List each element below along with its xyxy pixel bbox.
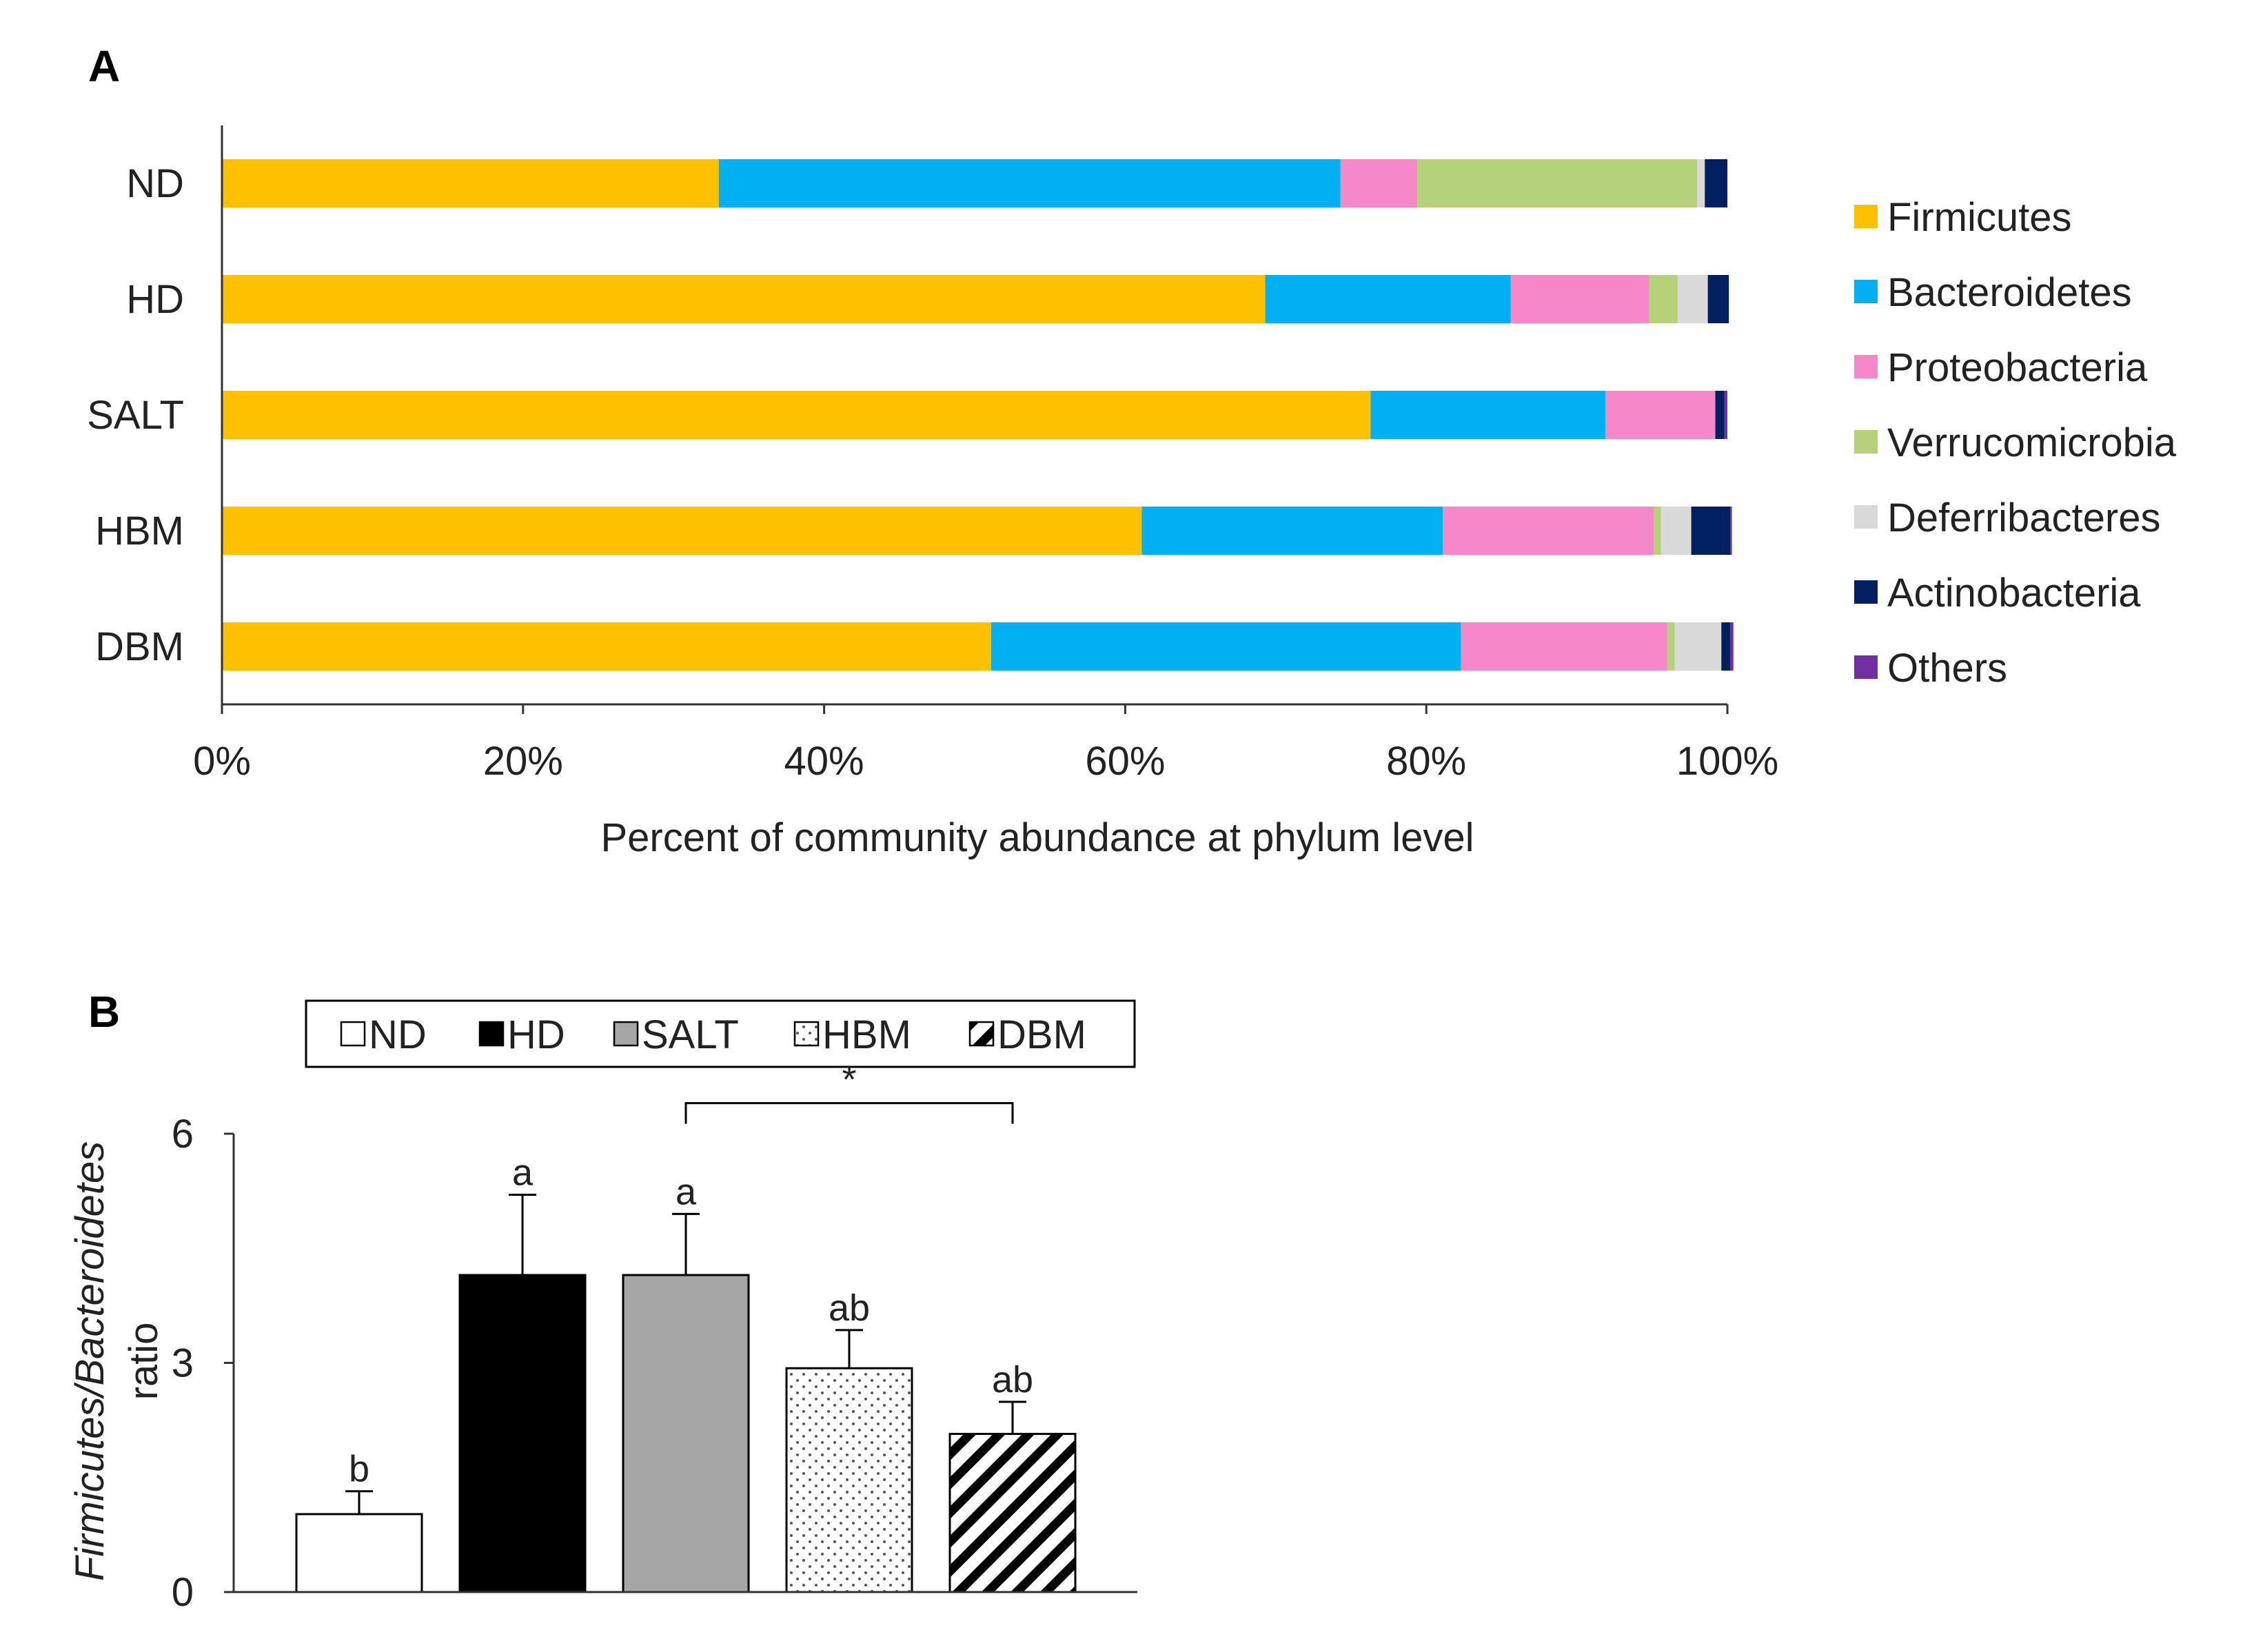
legend-label-firmicutes: Firmicutes: [1887, 195, 2071, 240]
legend-swatch-proteobacteria: [1854, 355, 1878, 378]
panel-b-y-ticks: 0 3 6: [172, 1112, 234, 1615]
legend-swatch-salt: [613, 1021, 639, 1047]
legend-swatch-actinobacteria: [1854, 580, 1878, 604]
panel-b-chart: ND HD SALT HBM DBM b a a ab ab 0 3 6 Firmicutes/Ba…: [68, 999, 1137, 1615]
bar-nd-firmicutes: [222, 159, 719, 207]
bar-salt-others: [1724, 391, 1727, 439]
panel-b-significance-bracket: *: [684, 1059, 1014, 1124]
x-tick-label-100: 100%: [1676, 739, 1778, 784]
y-tick-label-3: 3: [172, 1341, 194, 1386]
panel-b-legend-box: [305, 999, 1136, 1068]
bar-dbm-others: [1730, 622, 1734, 671]
legend-swatch-verrucomicrobia: [1854, 430, 1878, 453]
bar-salt-proteobacteria: [1605, 391, 1716, 439]
bar-hbm-bacteroidetes: [1141, 507, 1443, 555]
legend-swatch-hbm: [793, 1021, 820, 1047]
y-tick-label-0: 0: [172, 1570, 194, 1615]
x-tick-label-60: 60%: [1085, 739, 1165, 784]
panel-a-legend: Firmicutes Bacteroidetes Proteobacteria Ver…: [1854, 195, 2177, 691]
legend-label-bacteroidetes: Bacteroidetes: [1887, 270, 2132, 315]
legend-swatch-bacteroidetes: [1854, 280, 1878, 303]
bar-hbm-proteobacteria: [1443, 507, 1654, 555]
panel-b-y-axis-title-italic: Firmicutes/Bacteroidetes: [68, 1141, 112, 1581]
x-tick-label-40: 40%: [784, 739, 864, 784]
bar-hbm-actinobacteria: [1691, 507, 1731, 555]
letter-hbm: ab: [829, 1287, 870, 1329]
bar-salt-firmicutes: [222, 391, 1371, 439]
legend-label-actinobacteria: Actinobacteria: [1887, 571, 2141, 615]
category-label-nd: ND: [126, 161, 184, 206]
bar-nd-proteobacteria: [1340, 159, 1418, 207]
legend-label-deferribacteres: Deferribacteres: [1887, 496, 2160, 540]
letter-dbm: ab: [992, 1359, 1033, 1400]
bar-hd-deferribacteres: [1677, 275, 1708, 323]
bar-hbm-verrucomicrobia: [1653, 507, 1661, 555]
panel-b-legend: ND HD SALT HBM DBM: [340, 1012, 1086, 1057]
letter-hd: a: [512, 1152, 534, 1194]
bar-dbm: [948, 1433, 1077, 1593]
bar-salt: [622, 1274, 750, 1593]
bar-hd: [458, 1274, 587, 1593]
legend-label-proteobacteria: Proteobacteria: [1887, 345, 2148, 390]
category-label-hd: HD: [126, 277, 184, 322]
category-label-hbm: HBM: [95, 509, 184, 553]
legend-swatch-hd: [478, 1021, 505, 1047]
bar-hbm-deferribacteres: [1661, 507, 1692, 555]
bar-nd-bacteroidetes: [718, 159, 1341, 207]
bar-hd-bacteroidetes: [1265, 275, 1511, 323]
panel-label-b: B: [88, 987, 120, 1037]
legend-label-others: Others: [1887, 646, 2007, 691]
bar-dbm-bacteroidetes: [991, 622, 1461, 671]
panel-a-bars: [222, 159, 1734, 671]
legend-swatch-others: [1854, 655, 1878, 679]
x-tick-label-0: 0%: [193, 739, 251, 784]
bar-nd: [295, 1513, 423, 1593]
bar-dbm-firmicutes: [222, 622, 992, 671]
bar-hbm-firmicutes: [222, 507, 1142, 555]
legend-label-hbm: HBM: [822, 1012, 911, 1057]
category-label-salt: SALT: [87, 393, 184, 438]
legend-label-salt: SALT: [642, 1012, 739, 1057]
bar-dbm-deferribacteres: [1674, 622, 1722, 671]
legend-label-verrucomicrobia: Verrucomicrobia: [1887, 420, 2177, 465]
bar-salt-bacteroidetes: [1370, 391, 1606, 439]
legend-label-dbm: DBM: [997, 1012, 1086, 1057]
y-tick-label-6: 6: [172, 1112, 194, 1156]
bar-nd-verrucomicrobia: [1417, 159, 1698, 207]
category-label-dbm: DBM: [95, 624, 184, 669]
legend-label-hd: HD: [507, 1012, 565, 1057]
bar-dbm-proteobacteria: [1461, 622, 1667, 671]
panel-a-chart: 0% 20% 40% 60% 80% 100% ND HD SALT HBM DBM Percen…: [87, 125, 2177, 860]
panel-a-x-ticks: 0% 20% 40% 60% 80% 100%: [193, 704, 1778, 784]
legend-label-nd: ND: [369, 1012, 427, 1057]
bar-dbm-actinobacteria: [1721, 622, 1731, 671]
bar-hbm-others: [1730, 507, 1732, 555]
bar-hd-verrucomicrobia: [1649, 275, 1678, 323]
bar-nd-deferribacteres: [1697, 159, 1705, 207]
significance-star: *: [842, 1059, 856, 1101]
bar-dbm-verrucomicrobia: [1667, 622, 1675, 671]
bar-hd-firmicutes: [222, 275, 1266, 323]
bar-hbm: [785, 1367, 913, 1593]
panel-a-x-axis-title: Percent of community abundance at phylum…: [600, 815, 1474, 860]
bar-hd-actinobacteria: [1707, 275, 1729, 323]
bar-nd-actinobacteria: [1705, 159, 1727, 207]
panel-b-y-axis-title-ratio: ratio: [121, 1323, 166, 1400]
legend-swatch-deferribacteres: [1854, 505, 1878, 529]
significance-bracket-line: [684, 1102, 1014, 1124]
x-tick-label-80: 80%: [1386, 739, 1466, 784]
bar-salt-actinobacteria: [1715, 391, 1725, 439]
legend-swatch-firmicutes: [1854, 205, 1878, 228]
panel-label-a: A: [88, 41, 120, 91]
x-tick-label-20: 20%: [483, 739, 563, 784]
panel-b-bars: b a a ab ab: [295, 1152, 1077, 1593]
legend-swatch-nd: [340, 1021, 366, 1047]
panel-b-y-axis-title: Firmicutes/Bacteroidetes ratio: [68, 1141, 166, 1581]
letter-salt: a: [676, 1171, 697, 1212]
panel-a-category-labels: ND HD SALT HBM DBM: [87, 161, 184, 669]
legend-swatch-dbm: [968, 1021, 995, 1047]
bar-hd-proteobacteria: [1510, 275, 1649, 323]
letter-nd: b: [349, 1449, 369, 1490]
